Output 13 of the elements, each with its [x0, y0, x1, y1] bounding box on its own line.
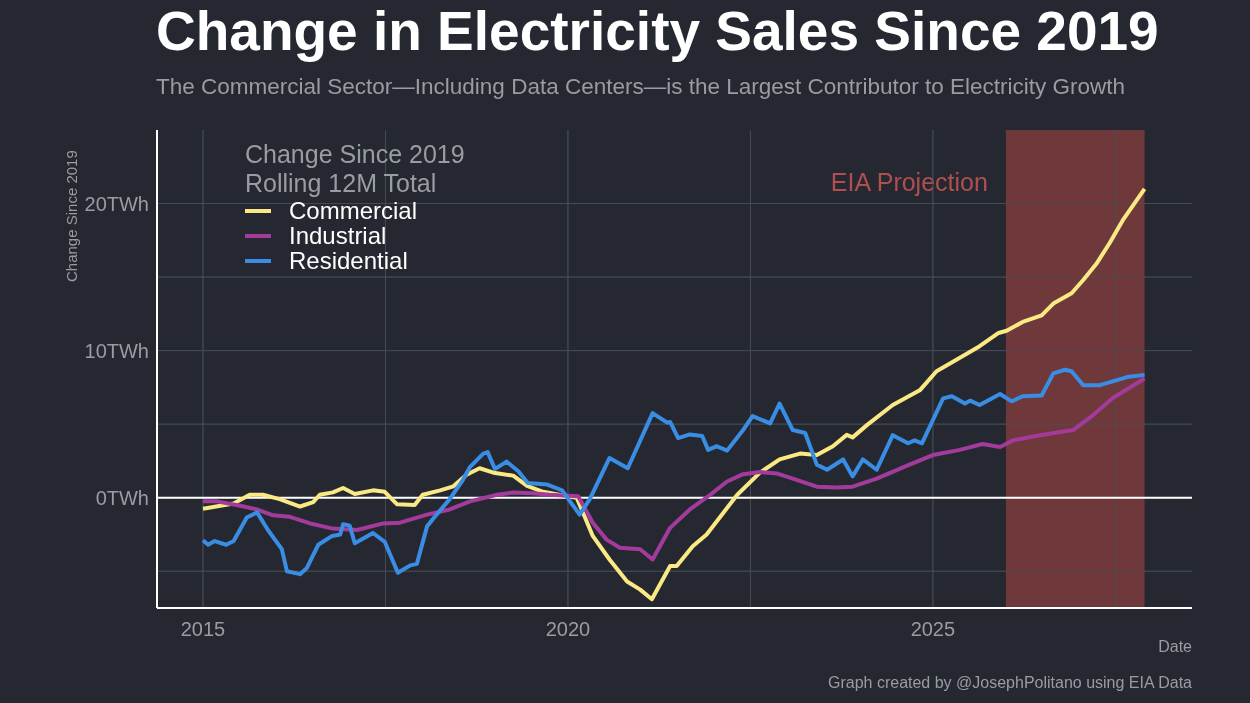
legend-title: Change Since 2019 Rolling 12M Total [245, 140, 466, 198]
x-tick-label: 2020 [545, 618, 591, 641]
band-label: EIA Projection [830, 168, 988, 196]
chart-subtitle: The Commercial Sector—Including Data Centers—is the Largest Contributor to Electricity Growth [156, 74, 1126, 100]
chart-title: Change in Electricity Sales Since 2019 [156, 0, 1159, 62]
y-tick-label: 20TWh [84, 192, 149, 215]
x-tick-label: 2025 [910, 618, 956, 641]
y-tick-label: 0TWh [95, 486, 149, 509]
y-tick-label: 10TWh [84, 339, 149, 362]
x-tick-label: 2015 [180, 618, 226, 641]
y-axis-title: Change Since 2019 [63, 150, 80, 282]
text: Graph created by @JosephPolitano using EIA Data [827, 674, 1192, 692]
x-axis-title: Date [1158, 638, 1192, 656]
